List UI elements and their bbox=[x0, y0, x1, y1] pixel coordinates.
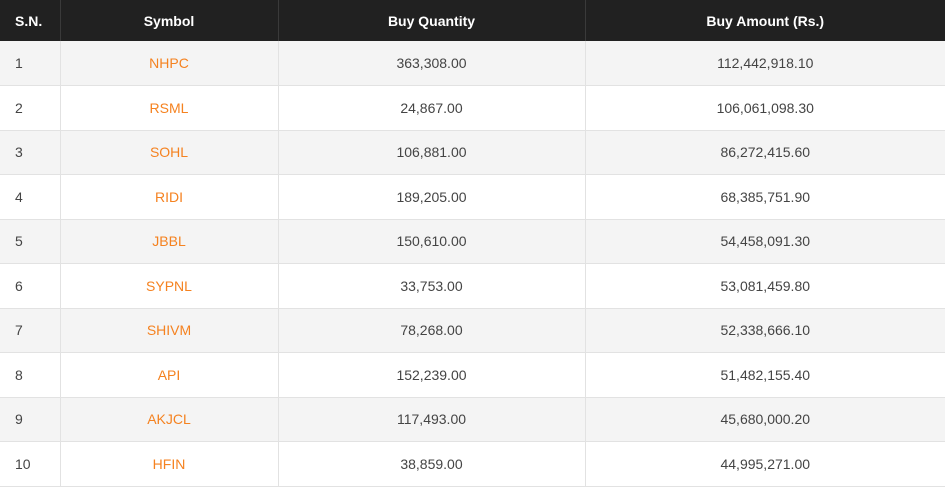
cell-buy-quantity: 106,881.00 bbox=[278, 130, 586, 175]
cell-symbol: SOHL bbox=[60, 130, 279, 175]
cell-buy-quantity: 150,610.00 bbox=[278, 219, 586, 264]
symbol-link[interactable]: SYPNL bbox=[146, 277, 192, 294]
header-symbol: Symbol bbox=[60, 0, 279, 41]
cell-buy-amount: 53,081,459.80 bbox=[585, 263, 945, 309]
cell-sn: 6 bbox=[0, 263, 61, 309]
cell-buy-amount: 86,272,415.60 bbox=[585, 130, 945, 175]
header-sn: S.N. bbox=[0, 0, 61, 41]
cell-symbol: JBBL bbox=[60, 219, 279, 264]
table-row: 1 NHPC 363,308.00 112,442,918.10 bbox=[0, 41, 945, 86]
cell-symbol: RSML bbox=[60, 85, 279, 131]
header-buy-amount: Buy Amount (Rs.) bbox=[706, 12, 825, 29]
symbol-link[interactable]: AKJCL bbox=[147, 411, 191, 428]
table-row: 5 JBBL 150,610.00 54,458,091.30 bbox=[0, 219, 945, 264]
symbol-link[interactable]: JBBL bbox=[152, 233, 186, 250]
cell-buy-quantity: 24,867.00 bbox=[278, 85, 586, 131]
table-header: S.N. Symbol Buy Quantity Buy Amount (Rs.… bbox=[0, 0, 945, 41]
symbol-link[interactable]: NHPC bbox=[149, 55, 189, 71]
cell-buy-amount: 44,995,271.00 bbox=[585, 441, 945, 487]
header-row: S.N. Symbol Buy Quantity Buy Amount (Rs.… bbox=[0, 0, 945, 41]
table-row: 7 SHIVM 78,268.00 52,338,666.10 bbox=[0, 308, 945, 353]
cell-sn: 9 bbox=[0, 397, 61, 442]
cell-buy-quantity: 189,205.00 bbox=[278, 174, 586, 220]
table-row: 8 API 152,239.00 51,482,155.40 bbox=[0, 352, 945, 398]
cell-buy-amount: 51,482,155.40 bbox=[585, 352, 945, 398]
cell-buy-quantity: 363,308.00 bbox=[278, 41, 586, 86]
table-row: 9 AKJCL 117,493.00 45,680,000.20 bbox=[0, 397, 945, 442]
cell-symbol: API bbox=[60, 352, 279, 398]
table-row: 6 SYPNL 33,753.00 53,081,459.80 bbox=[0, 263, 945, 309]
cell-sn: 3 bbox=[0, 130, 61, 175]
cell-sn: 4 bbox=[0, 174, 61, 220]
table-row: 2 RSML 24,867.00 106,061,098.30 bbox=[0, 85, 945, 131]
symbol-link[interactable]: SOHL bbox=[149, 144, 189, 161]
cell-sn: 2 bbox=[0, 85, 61, 131]
cell-symbol: NHPC bbox=[60, 41, 279, 86]
cell-symbol: RIDI bbox=[60, 174, 279, 220]
cell-buy-amount: 54,458,091.30 bbox=[585, 219, 945, 264]
cell-sn: 10 bbox=[0, 441, 61, 487]
cell-buy-quantity: 38,859.00 bbox=[278, 441, 586, 487]
table-row: 10 HFIN 38,859.00 44,995,271.00 bbox=[0, 441, 945, 487]
table-body: 1 NHPC 363,308.00 112,442,918.10 2 RSML … bbox=[0, 41, 945, 487]
symbol-link[interactable]: HFIN bbox=[152, 455, 186, 472]
cell-sn: 5 bbox=[0, 219, 61, 264]
cell-sn: 8 bbox=[0, 352, 61, 398]
cell-buy-amount: 112,442,918.10 bbox=[585, 41, 945, 86]
symbol-link[interactable]: RSML bbox=[149, 99, 189, 116]
cell-buy-quantity: 33,753.00 bbox=[278, 263, 586, 309]
table-row: 4 RIDI 189,205.00 68,385,751.90 bbox=[0, 174, 945, 220]
cell-sn: 1 bbox=[0, 41, 61, 86]
cell-buy-quantity: 117,493.00 bbox=[278, 397, 586, 442]
cell-buy-quantity: 152,239.00 bbox=[278, 352, 586, 398]
symbol-link[interactable]: RIDI bbox=[155, 188, 183, 205]
cell-symbol: SHIVM bbox=[60, 308, 279, 353]
cell-symbol: HFIN bbox=[60, 441, 279, 487]
header-buy-quantity: Buy Quantity bbox=[278, 0, 586, 41]
cell-sn: 7 bbox=[0, 308, 61, 353]
symbol-link[interactable]: SHIVM bbox=[146, 322, 192, 339]
cell-buy-quantity: 78,268.00 bbox=[278, 308, 586, 353]
symbol-link[interactable]: API bbox=[157, 366, 181, 383]
table-row: 3 SOHL 106,881.00 86,272,415.60 bbox=[0, 130, 945, 175]
cell-buy-amount: 52,338,666.10 bbox=[585, 308, 945, 353]
cell-buy-amount: 68,385,751.90 bbox=[585, 174, 945, 220]
cell-symbol: AKJCL bbox=[60, 397, 279, 442]
cell-buy-amount: 106,061,098.30 bbox=[585, 85, 945, 131]
cell-buy-amount: 45,680,000.20 bbox=[585, 397, 945, 442]
cell-symbol: SYPNL bbox=[60, 263, 279, 309]
